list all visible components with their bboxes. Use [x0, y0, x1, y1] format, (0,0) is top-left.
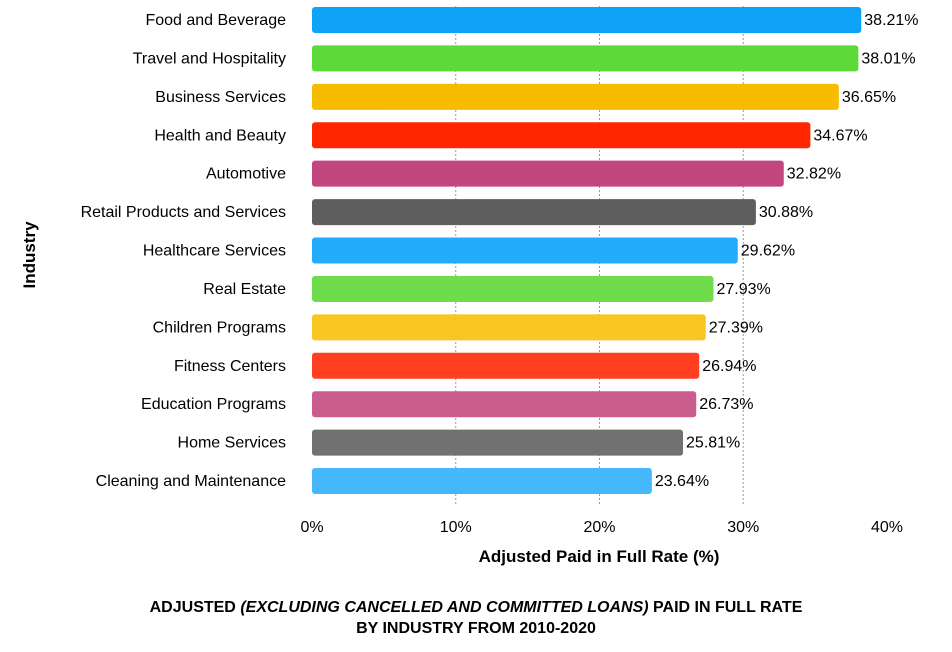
value-label: 26.73%	[699, 396, 753, 413]
x-tick-labels: 0% 10% 20% 30% 40%	[300, 519, 903, 536]
x-tick-label: 40%	[871, 519, 903, 536]
bar	[312, 160, 784, 187]
bar	[312, 468, 652, 495]
value-label: 30.88%	[759, 204, 813, 221]
category-labels: Food and Beverage Travel and Hospitality B…	[81, 12, 287, 490]
value-label: 29.62%	[741, 243, 795, 260]
chart-title-line-1: ADJUSTED (EXCLUDING CANCELLED AND COMMIT…	[0, 597, 952, 618]
category-label: Cleaning and Maintenance	[96, 473, 286, 490]
value-label: 32.82%	[787, 166, 841, 183]
bar	[312, 45, 859, 72]
category-label: Automotive	[206, 166, 286, 183]
chart-title: ADJUSTED (EXCLUDING CANCELLED AND COMMIT…	[0, 597, 952, 639]
value-label: 27.39%	[709, 319, 763, 336]
x-tick-label: 10%	[440, 519, 472, 536]
category-label: Business Services	[155, 89, 286, 106]
bar	[312, 391, 697, 418]
bar	[312, 83, 839, 110]
category-label: Healthcare Services	[143, 243, 286, 260]
x-tick-label: 20%	[583, 519, 615, 536]
category-label: Fitness Centers	[174, 358, 286, 375]
value-labels: 38.21% 38.01% 36.65% 34.67% 32.82% 30.88% 29.6…	[655, 12, 919, 490]
x-axis-title: Adjusted Paid in Full Rate (%)	[479, 547, 720, 566]
bars	[312, 7, 862, 495]
value-label: 26.94%	[702, 358, 756, 375]
category-label: Home Services	[178, 435, 286, 452]
bar	[312, 314, 706, 341]
value-label: 36.65%	[842, 89, 896, 106]
title-prefix: ADJUSTED	[149, 599, 241, 616]
title-suffix: PAID IN FULL RATE	[648, 599, 803, 616]
bar	[312, 7, 862, 33]
y-axis-title: Industry	[20, 221, 39, 289]
chart-title-line-2: BY INDUSTRY FROM 2010-2020	[356, 620, 596, 637]
x-tick-label: 0%	[300, 519, 323, 536]
x-tick-label: 30%	[727, 519, 759, 536]
bar	[312, 352, 700, 379]
category-label: Travel and Hospitality	[133, 50, 286, 67]
value-label: 25.81%	[686, 435, 740, 452]
value-label: 27.93%	[716, 281, 770, 298]
category-label: Real Estate	[203, 281, 286, 298]
category-label: Education Programs	[141, 396, 286, 413]
category-label: Food and Beverage	[145, 12, 286, 29]
bar	[312, 275, 714, 302]
value-label: 38.21%	[864, 12, 918, 29]
bar	[312, 237, 738, 264]
bar	[312, 122, 811, 149]
category-label: Retail Products and Services	[81, 204, 286, 221]
bar	[312, 429, 684, 456]
bar	[312, 199, 756, 226]
value-label: 38.01%	[861, 50, 915, 67]
title-italic: (EXCLUDING CANCELLED AND COMMITTED LOANS…	[240, 599, 649, 616]
value-label: 23.64%	[655, 473, 709, 490]
category-label: Children Programs	[153, 319, 286, 336]
value-label: 34.67%	[813, 127, 867, 144]
category-label: Health and Beauty	[154, 127, 286, 144]
